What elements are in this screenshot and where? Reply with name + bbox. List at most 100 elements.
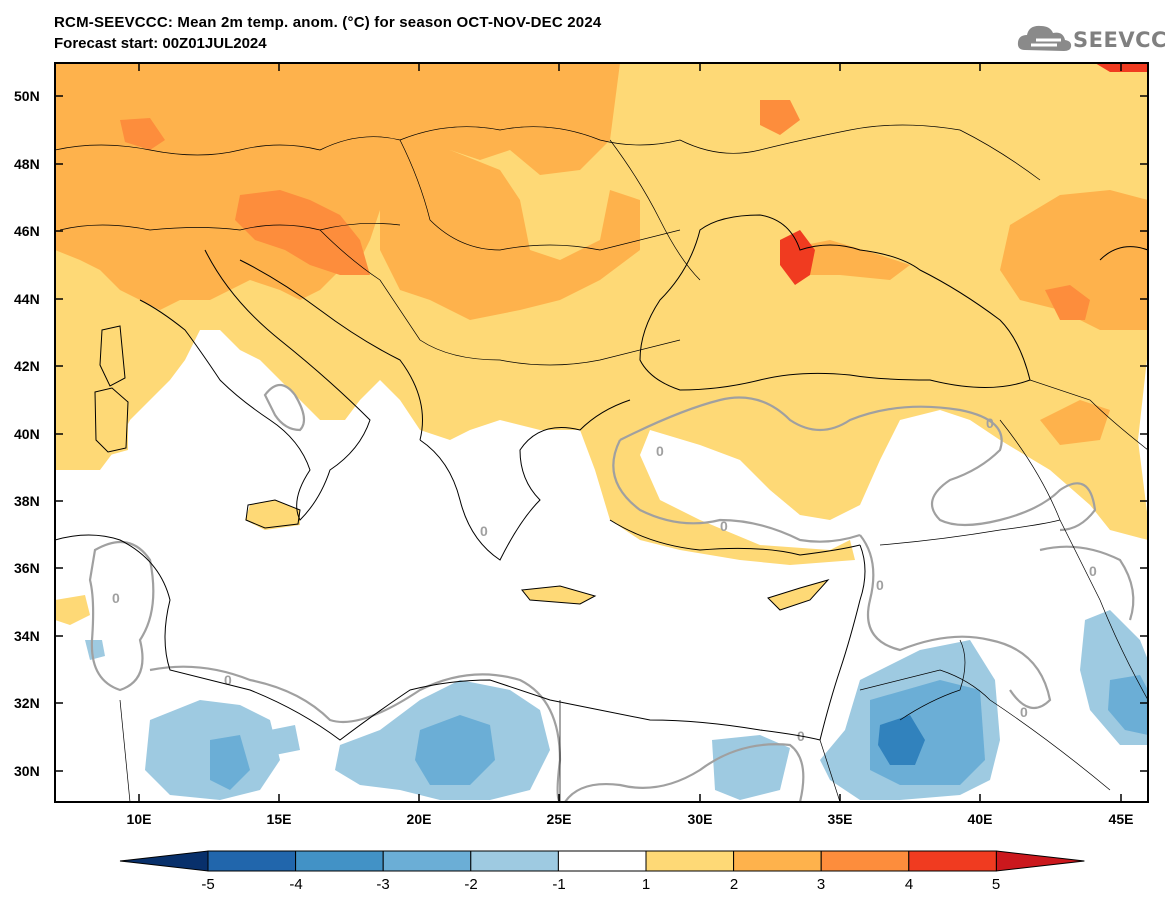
coastline-sicily <box>245 499 301 529</box>
borders-jordan <box>899 639 966 721</box>
lat-tick-label: 46N <box>14 223 40 239</box>
borders-caucasus <box>1029 379 1148 451</box>
coastline-black-sea <box>639 214 1031 391</box>
map-frame <box>54 62 1149 803</box>
zero-contour-africa <box>149 665 562 802</box>
contour-label: 0 <box>1020 704 1028 720</box>
lon-tick-label: 15E <box>267 811 292 827</box>
anomaly-fill-1-2-sicily <box>245 500 300 530</box>
lon-tick-label: 35E <box>828 811 853 827</box>
coastlines <box>55 214 1148 741</box>
lat-tick-label: 44N <box>14 291 40 307</box>
zero-contour-anatolia-south <box>612 439 861 543</box>
anomaly-fill-2-3-turkey <box>1040 400 1110 445</box>
colorbar-label: 3 <box>817 876 825 893</box>
lat-tick-label: 34N <box>14 628 40 644</box>
country-borders <box>55 124 1148 802</box>
borders-syria-iraq <box>879 519 1061 546</box>
colorbar-label: -1 <box>552 876 565 893</box>
lat-tick-label: 42N <box>14 358 40 374</box>
coastline-adriatic <box>239 259 423 441</box>
coastline-cyprus <box>767 579 830 611</box>
coastline-north-africa <box>55 534 821 741</box>
borders-levant-south <box>859 669 1111 791</box>
map-title: RCM-SEEVCCC: Mean 2m temp. anom. (°C) fo… <box>54 14 602 31</box>
coastline-crete <box>521 585 597 605</box>
contour-label: 0 <box>480 523 488 539</box>
coastline-caspian <box>1099 246 1148 261</box>
colorbar-segment <box>382 850 472 872</box>
colorbar-segment <box>470 850 559 872</box>
anomaly-fill-2-3 <box>55 63 620 310</box>
colorbar-segment <box>733 850 822 872</box>
contour-label: 0 <box>656 443 664 459</box>
contour-label: 0 <box>876 577 884 593</box>
cloud-icon <box>1017 25 1072 51</box>
anomaly-fill-m2-m3-cyrenaica <box>415 715 495 785</box>
coastline-italy <box>139 249 371 521</box>
contour-label: 0 <box>112 590 120 606</box>
borders-alps <box>59 223 401 231</box>
forecast-start: Forecast start: 00Z01JUL2024 <box>54 35 267 52</box>
anomaly-fill-m3-m4 <box>878 715 925 765</box>
colorbar-segment <box>207 850 297 872</box>
colorbar <box>119 850 1085 872</box>
zero-contour-italy <box>263 383 306 432</box>
lat-tick-label: 30N <box>14 763 40 779</box>
zero-contour-anatolia <box>619 396 1097 532</box>
lon-tick-labels: 10E 15E 20E 25E 30E 35E 40E 45E <box>127 811 1134 827</box>
zero-contour-tunisia <box>88 540 155 692</box>
anomaly-fill-4-5 <box>780 230 815 285</box>
borders-carpathians <box>399 139 681 251</box>
anomaly-fill-1-2-west-isles <box>92 392 128 455</box>
colorbar-label: 4 <box>905 876 913 893</box>
anomaly-fill-m1-m2-tunisia <box>85 640 105 660</box>
lon-tick-label: 25E <box>547 811 572 827</box>
zero-contours <box>88 383 1135 802</box>
colorbar-segment <box>820 850 910 872</box>
colorbar-extend-low <box>119 850 209 872</box>
lat-tick-label: 38N <box>14 493 40 509</box>
anomaly-fill-m1-m2-small <box>270 725 300 755</box>
lon-tick-label: 45E <box>1109 811 1134 827</box>
zero-contour-egypt <box>564 743 805 802</box>
lat-tick-labels: 50N 48N 46N 44N 42N 40N 38N 36N 34N 32N … <box>14 88 40 779</box>
lat-tick-label: 36N <box>14 560 40 576</box>
colorbar-label: -4 <box>289 876 302 893</box>
anomaly-fill-3-4-crimea <box>760 100 800 135</box>
colorbar-label: 5 <box>992 876 1000 893</box>
coastline-greece <box>419 399 631 561</box>
lon-tick-label: 20E <box>407 811 432 827</box>
borders-sinai <box>819 739 841 802</box>
colorbar-extend-high <box>995 850 1085 872</box>
lon-tick-label: 40E <box>968 811 993 827</box>
logo-text: SEEVCCC <box>1073 28 1165 52</box>
colorbar-segment <box>557 850 647 872</box>
borders-libya-tunisia <box>119 699 131 802</box>
anomaly-fill-2-3-central <box>380 150 640 320</box>
coastline-turkey-south <box>609 519 861 556</box>
coastline-corsica <box>99 325 126 387</box>
seevccc-logo: SEEVCCC <box>1017 20 1165 56</box>
contour-label: 0 <box>224 672 232 688</box>
anomaly-fill-1-2-crete <box>522 586 595 604</box>
zero-contour-mideast <box>859 534 1052 710</box>
anomaly-fill-m2-m3-libya <box>210 735 250 790</box>
lat-tick-label: 32N <box>14 695 40 711</box>
anomaly-fill-1-2-africa <box>55 595 90 625</box>
map-plot-area: 0 0 0 0 0 0 0 0 0 0 <box>55 63 1148 802</box>
colorbar-label: 2 <box>730 876 738 893</box>
colorbar-label: 1 <box>642 876 650 893</box>
coastline-levant <box>819 544 866 741</box>
zero-contour-iraq <box>1039 545 1135 621</box>
lat-tick-label: 50N <box>14 88 40 104</box>
lat-tick-label: 40N <box>14 426 40 442</box>
borders-ukraine <box>609 139 701 281</box>
colorbar-segment <box>645 850 735 872</box>
contour-label: 0 <box>1089 563 1097 579</box>
colorbar-label: -3 <box>376 876 389 893</box>
anomaly-fill-1-2-sardinia <box>98 328 128 390</box>
anomaly-fill-3-4-north <box>120 118 165 150</box>
colorbar-segment <box>295 850 384 872</box>
